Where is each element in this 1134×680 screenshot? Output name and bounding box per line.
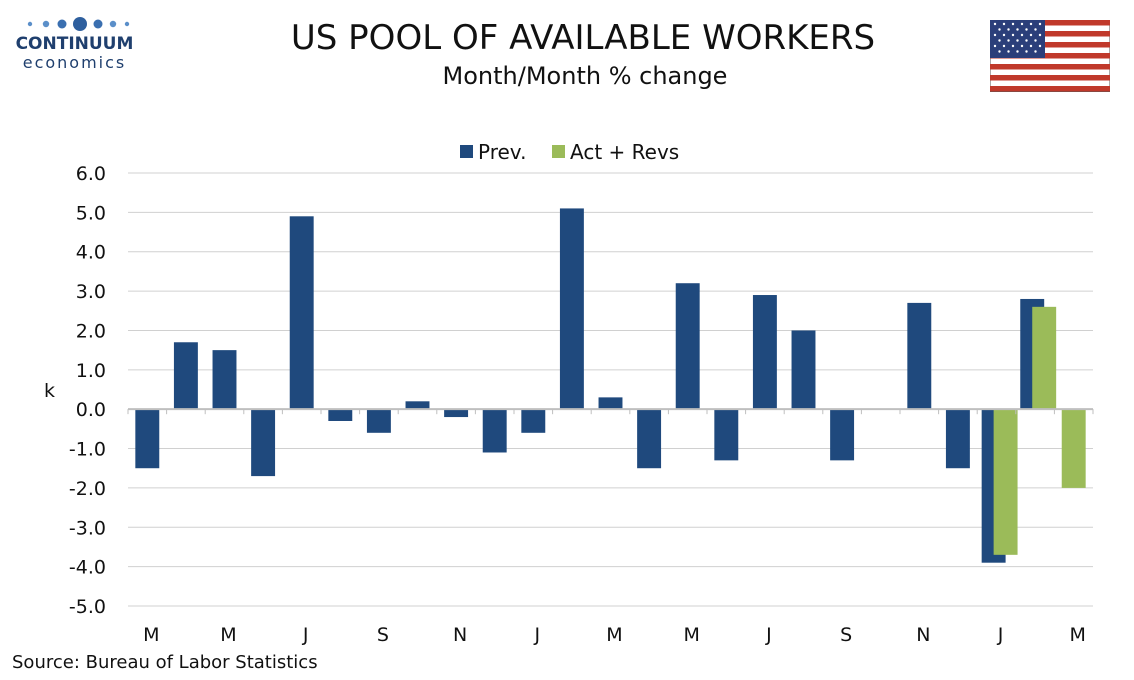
x-tick-label: J [302,624,309,646]
chart-title: US POOL OF AVAILABLE WORKERS [290,18,876,58]
bars [135,208,1086,563]
x-tick-label: M [1069,624,1085,646]
y-tick-label: 1.0 [76,360,106,382]
logo-name: CONTINUUM [15,34,134,54]
x-tick-label: S [840,624,852,646]
x-tick-label: M [143,624,159,646]
bar-prev [444,409,469,418]
logo-subtitle: economics [22,53,127,72]
bar-prev [251,409,276,477]
x-tick-label: J [997,624,1004,646]
y-tick-label: 6.0 [76,163,106,185]
x-tick-label: J [533,624,540,646]
chart-subtitle: Month/Month % change [442,62,728,90]
legend-label-act: Act + Revs [570,140,679,164]
x-tick-label: N [453,624,467,646]
bar-prev [559,208,584,410]
bar-prev [791,330,816,410]
x-tick-label: M [683,624,699,646]
x-tick-label: N [916,624,930,646]
y-tick-label: -3.0 [69,517,106,539]
bar-prev [945,409,970,469]
y-tick-label: -1.0 [69,439,106,461]
bar-prev [675,283,700,410]
bar-prev [405,401,430,410]
x-tick-label: M [220,624,236,646]
bar-prev [173,342,198,410]
bar-prev [830,409,855,461]
y-tick-label: -5.0 [69,596,106,618]
legend-label-prev: Prev. [478,140,526,164]
bar-prev [752,295,777,410]
gridlines [128,172,1093,607]
y-tick-label: -4.0 [69,557,106,579]
bar-prev [212,350,237,410]
x-tick-label: M [606,624,622,646]
y-tick-label: 2.0 [76,320,106,342]
logo-dots-icon [12,14,137,34]
bar-prev [289,216,314,410]
y-tick-label: -2.0 [69,478,106,500]
bar-prev [328,409,353,421]
y-tick-label: 4.0 [76,242,106,264]
legend: Prev. Act + Revs [460,140,679,164]
y-tick-label: 5.0 [76,202,106,224]
axes: 6.0 5.0 4.0 3.0 2.0 1.0 0.0 -1.0 -2.0 -3.0 -4.0 -5.… [69,163,1094,646]
source-note: Source: Bureau of Labor Statistics [12,652,318,673]
legend-swatch-prev [460,145,473,158]
y-tick-label: 0.0 [76,399,106,421]
bar-prev [637,409,662,469]
us-flag-icon [989,19,1111,93]
x-tick-label: S [377,624,389,646]
y-tick-label: 3.0 [76,281,106,303]
bar-prev [907,302,932,410]
bar-prev [482,409,507,453]
bar-act-revs [1061,409,1086,488]
legend-swatch-act [552,145,565,158]
bar-prev [135,409,160,469]
bar-act-revs [993,409,1018,555]
logo: CONTINUUM economics [12,14,137,72]
y-axis-label: k [44,380,55,402]
bar-prev [714,409,739,461]
bar-prev [521,409,546,433]
bar-prev [598,397,623,410]
bar-prev [366,409,391,433]
x-tick-label: J [765,624,772,646]
bar-act-revs [1032,306,1057,410]
